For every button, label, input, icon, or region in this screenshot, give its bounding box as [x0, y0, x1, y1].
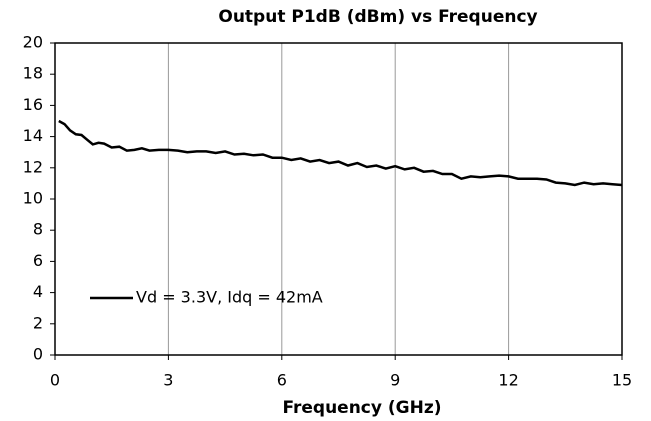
chart-title: Output P1dB (dBm) vs Frequency — [218, 7, 537, 27]
y-tick-label: 14 — [23, 126, 43, 145]
y-tick-label: 0 — [33, 345, 43, 364]
x-tick-label: 6 — [277, 371, 287, 390]
y-tick-label: 4 — [33, 282, 43, 301]
plot-frame — [54, 42, 623, 356]
x-tick-label: 0 — [50, 371, 60, 390]
y-tick-label: 6 — [33, 251, 43, 270]
x-tick-label: 12 — [498, 371, 518, 390]
x-axis-label: Frequency (GHz) — [282, 398, 441, 418]
y-tick-label: 10 — [23, 189, 43, 208]
data-line — [58, 119, 623, 187]
x-tick-label: 15 — [612, 371, 632, 390]
y-tick-label: 2 — [33, 313, 43, 332]
x-tick-label: 3 — [163, 371, 173, 390]
y-tick-label: 12 — [23, 157, 43, 176]
x-tick-label: 9 — [390, 371, 400, 390]
y-tick-label: 18 — [23, 64, 43, 83]
legend-label: Vd = 3.3V, Idq = 42mA — [136, 288, 323, 307]
y-tick-label: 8 — [33, 220, 43, 239]
y-tick-label: 20 — [23, 33, 43, 52]
y-tick-label: 16 — [23, 95, 43, 114]
